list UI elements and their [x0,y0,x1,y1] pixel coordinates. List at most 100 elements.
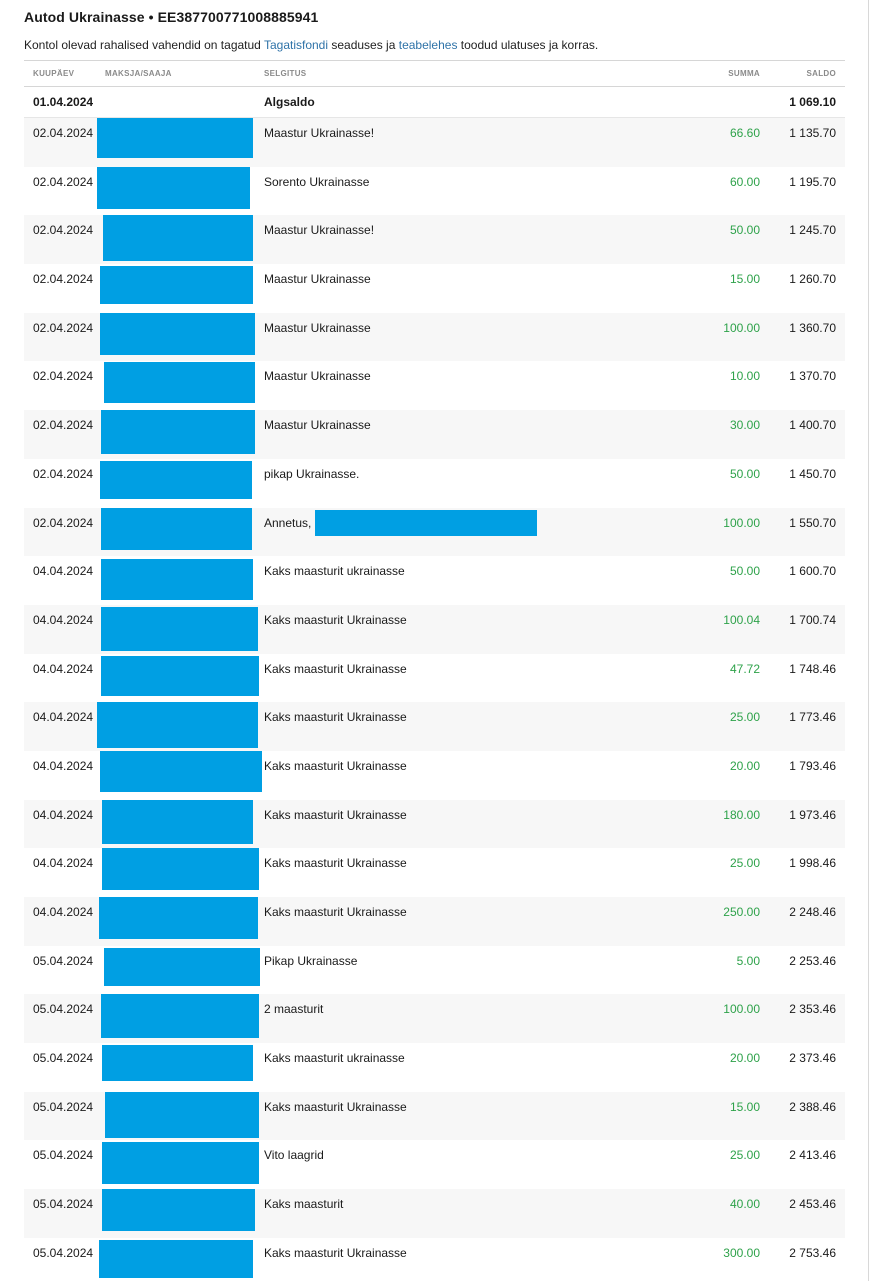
column-header-description[interactable]: SELGITUS [264,69,307,78]
table-row[interactable]: 04.04.2024 Kaks maasturit Ukrainasse 250.0… [24,897,845,946]
transaction-description: Annetus, [264,515,312,530]
transaction-amount: 40.00 [729,1197,760,1212]
table-row[interactable]: 04.04.2024 Kaks maasturit Ukrainasse 20.00… [24,750,845,800]
transaction-date: 04.04.2024 [33,856,94,871]
table-row[interactable]: 02.04.2024 pikap Ukrainasse. 50.00 1 450.70 [24,459,845,508]
redacted-party-name [102,799,253,844]
transaction-balance: 2 373.46 [789,1051,836,1066]
transaction-description: Maastur Ukrainasse! [264,223,375,238]
table-row[interactable]: 05.04.2024 Pikap Ukrainasse 5.00 2 253.46 [24,946,845,995]
table-row[interactable]: 04.04.2024 Kaks maasturit ukrainasse 50.00… [24,556,845,605]
transaction-date: 02.04.2024 [33,418,94,433]
transaction-balance: 1 370.70 [789,369,836,384]
table-row[interactable]: 05.04.2024 Vito laagrid 25.00 2 413.46 [24,1140,845,1189]
transaction-balance: 1 260.70 [789,272,836,287]
table-row[interactable]: 04.04.2024 Kaks maasturit Ukrainasse 180.0… [24,799,845,849]
table-row[interactable]: 04.04.2024 Kaks maasturit Ukrainasse 47.72… [24,654,845,703]
table-row[interactable]: 02.04.2024 Maastur Ukrainasse! 66.60 1 135.… [24,118,845,167]
table-row[interactable]: 04.04.2024 Kaks maasturit Ukrainasse 100.0… [24,604,845,654]
transaction-description: Kaks maasturit Ukrainasse [264,710,407,725]
transaction-amount: 100.00 [723,515,760,530]
redacted-party-name [101,994,259,1039]
transaction-description: Kaks maasturit Ukrainasse [264,807,407,822]
column-header-date[interactable]: KUUPÄEV [33,69,75,78]
table-row[interactable]: 05.04.2024 Kaks maasturit Ukrainasse 15.00… [24,1091,845,1141]
transaction-description: Kaks maasturit Ukrainasse [264,612,407,627]
transaction-amount: 5.00 [736,953,760,968]
transaction-balance: 2 253.46 [789,953,836,968]
transaction-description: Kaks maasturit Ukrainasse [264,905,407,919]
transaction-balance: 1 973.46 [789,807,836,822]
frame-divider [868,0,869,1281]
transaction-date: 04.04.2024 [33,758,94,773]
transaction-amount: 100.00 [723,320,760,335]
redacted-party-name [102,848,259,891]
deposit-guarantee-notice: Kontol olevad rahalised vahendid on taga… [24,38,598,52]
tagatisfondi-link[interactable]: Tagatisfondi [263,38,329,52]
transaction-amount: 47.72 [729,661,760,676]
transaction-date: 05.04.2024 [33,1099,94,1114]
table-header: KUUPÄEV MAKSJA/SAAJA SELGITUS SUMMA SALD… [24,60,845,87]
transaction-amount: 25.00 [729,710,760,725]
redacted-party-name [100,750,262,792]
transaction-description: Kaks maasturit [264,1197,344,1212]
redacted-party-name [102,1189,255,1232]
table-row[interactable]: 05.04.2024 Kaks maasturit 40.00 2 453.46 [24,1189,845,1238]
table-row[interactable]: 04.04.2024 Kaks maasturit Ukrainasse 25.00… [24,848,845,897]
redacted-party-name [97,118,253,158]
redacted-party-name [97,166,250,209]
transaction-amount: 60.00 [729,174,760,189]
table-row[interactable]: 02.04.2024 Sorento Ukrainasse 60.00 1 195.7… [24,166,845,216]
table-row[interactable]: 02.04.2024 Maastur Ukrainasse 10.00 1 370.7… [24,361,845,410]
transaction-description: Kaks maasturit Ukrainasse [264,856,407,871]
opening-label: Algsaldo [264,95,315,109]
transaction-amount: 20.00 [729,758,760,773]
transaction-balance: 1 998.46 [789,856,836,871]
transaction-amount: 250.00 [723,905,760,919]
table-row[interactable]: 02.04.2024 Maastur Ukrainasse 30.00 1 400.7… [24,410,845,459]
transaction-balance: 1 245.70 [789,223,836,238]
transaction-description: Maastur Ukrainasse [264,272,371,287]
table-row[interactable]: 02.04.2024 Maastur Ukrainasse 15.00 1 260.7… [24,264,845,313]
column-header-balance[interactable]: SALDO [806,69,836,78]
transaction-date: 02.04.2024 [33,174,94,189]
transaction-date: 05.04.2024 [33,1051,94,1066]
transaction-balance: 1 550.70 [789,515,836,530]
transaction-balance: 1 700.74 [789,612,836,627]
redacted-party-name [99,1239,253,1278]
transaction-description: Maastur Ukrainasse [264,418,371,433]
notice-text-pre: Kontol olevad rahalised vahendid on taga… [24,38,264,52]
opening-date: 01.04.2024 [33,95,94,109]
redacted-description-detail [315,509,537,536]
transaction-balance: 2 388.46 [789,1099,836,1114]
table-row[interactable]: 02.04.2024 Maastur Ukrainasse! 50.00 1 245.… [24,215,845,265]
redacted-party-name [101,410,255,455]
table-row[interactable]: 04.04.2024 Kaks maasturit Ukrainasse 25.00… [24,702,845,751]
transaction-amount: 15.00 [729,1099,760,1114]
transaction-amount: 180.00 [723,807,760,822]
transaction-date: 05.04.2024 [33,1245,94,1260]
transaction-amount: 100.04 [723,612,760,627]
transaction-date: 05.04.2024 [33,1197,94,1212]
transaction-description: Pikap Ukrainasse [264,953,358,968]
teabelehes-link[interactable]: teabelehes [398,38,458,52]
transaction-description: Kaks maasturit Ukrainasse [264,661,407,676]
transactions-table: KUUPÄEV MAKSJA/SAAJA SELGITUS SUMMA SALD… [24,60,845,1281]
transaction-date: 04.04.2024 [33,661,94,676]
column-header-amount[interactable]: SUMMA [728,69,760,78]
transaction-date: 04.04.2024 [33,564,94,579]
transaction-date: 02.04.2024 [33,223,94,238]
table-row[interactable]: 05.04.2024 Kaks maasturit Ukrainasse 300.0… [24,1238,845,1281]
transaction-balance: 1 360.70 [789,320,836,335]
transaction-amount: 30.00 [729,418,760,433]
table-row[interactable]: 02.04.2024 Maastur Ukrainasse 100.00 1 360.… [24,312,845,362]
transaction-description: Maastur Ukrainasse! [264,126,375,140]
table-row[interactable]: 02.04.2024 Annetus, 100.00 1 550.70 [24,507,845,557]
column-header-party[interactable]: MAKSJA/SAAJA [105,69,172,78]
notice-text-mid: seaduses ja [328,38,399,52]
table-row[interactable]: 05.04.2024 2 maasturit 100.00 2 353.46 [24,994,845,1044]
transaction-description: 2 maasturit [264,1002,324,1017]
redacted-party-name [101,559,253,601]
transaction-date: 05.04.2024 [33,1002,94,1017]
table-row[interactable]: 05.04.2024 Kaks maasturit ukrainasse 20.00… [24,1043,845,1092]
